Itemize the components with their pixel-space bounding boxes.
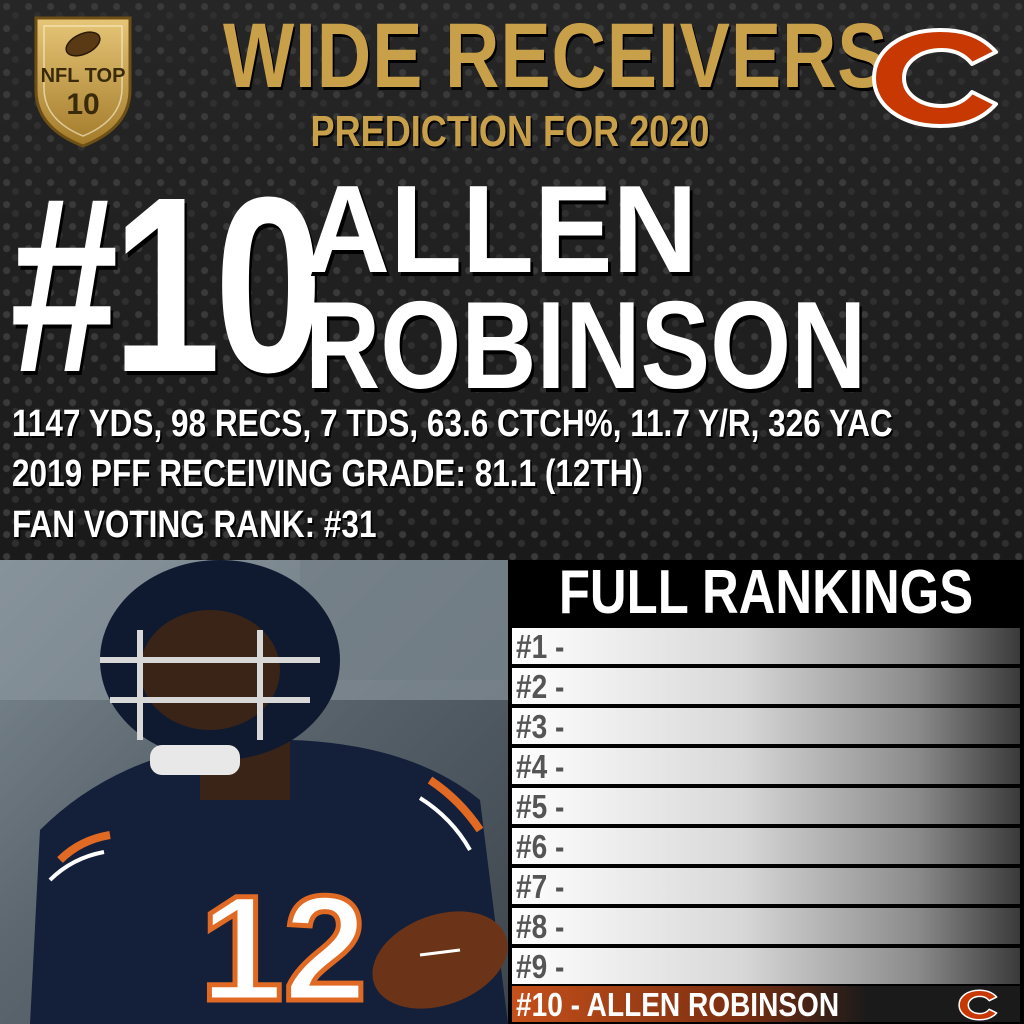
player-rank: #10 bbox=[10, 145, 323, 424]
ranking-label: #9 - bbox=[516, 948, 565, 985]
ranking-label: #2 - bbox=[516, 668, 565, 705]
player-illustration: 12 bbox=[0, 560, 508, 1024]
ranking-label: #3 - bbox=[516, 708, 565, 745]
fan-voting-rank: FAN VOTING RANK: #31 bbox=[12, 504, 377, 546]
page-title: WIDE RECEIVERS bbox=[223, 5, 889, 107]
player-first-name: ALLEN bbox=[305, 161, 698, 299]
page-subtitle: PREDICTION FOR 2020 bbox=[310, 107, 710, 156]
jersey-number: 12 bbox=[200, 864, 367, 1024]
ranking-row-1: #1 - bbox=[512, 628, 1020, 665]
badge-number: 10 bbox=[66, 88, 99, 121]
ranking-row-5: #5 - bbox=[512, 788, 1020, 825]
ranking-label: #10 - ALLEN ROBINSON bbox=[516, 986, 840, 1023]
ranking-row-4: #4 - bbox=[512, 748, 1020, 785]
ranking-label: #5 - bbox=[516, 788, 565, 825]
ranking-row-7: #7 - bbox=[512, 868, 1020, 905]
ranking-row-3: #3 - bbox=[512, 708, 1020, 745]
badge-label: NFL TOP bbox=[41, 65, 126, 87]
ranking-row-9: #9 - bbox=[512, 948, 1020, 985]
ranking-label: #8 - bbox=[516, 908, 565, 945]
nfl-top10-badge-icon: NFL TOP 10 bbox=[34, 16, 132, 148]
rankings-title: FULL RANKINGS bbox=[558, 558, 974, 627]
bears-logo-icon bbox=[872, 28, 998, 128]
player-grade: 2019 PFF RECEIVING GRADE: 81.1 (12TH) bbox=[12, 453, 643, 495]
ranking-row-6: #6 - bbox=[512, 828, 1020, 865]
ranking-label: #7 - bbox=[516, 868, 565, 905]
ranking-row-2: #2 - bbox=[512, 668, 1020, 705]
player-photo: 12 bbox=[0, 560, 508, 1024]
ranking-row-10: #10 - ALLEN ROBINSON bbox=[512, 986, 1020, 1023]
full-rankings-panel: FULL RANKINGS #1 - #2 - #3 - #4 - #5 - #… bbox=[508, 560, 1024, 1024]
ranking-label: #1 - bbox=[516, 628, 565, 665]
ranking-label: #4 - bbox=[516, 748, 565, 785]
player-stats: 1147 YDS, 98 RECS, 7 TDS, 63.6 CTCH%, 11… bbox=[12, 403, 893, 445]
player-last-name: ROBINSON bbox=[305, 277, 867, 415]
ranking-label: #6 - bbox=[516, 828, 565, 865]
ranking-row-8: #8 - bbox=[512, 908, 1020, 945]
diamond-plate-background bbox=[0, 0, 1024, 560]
bears-logo-icon bbox=[958, 989, 998, 1021]
